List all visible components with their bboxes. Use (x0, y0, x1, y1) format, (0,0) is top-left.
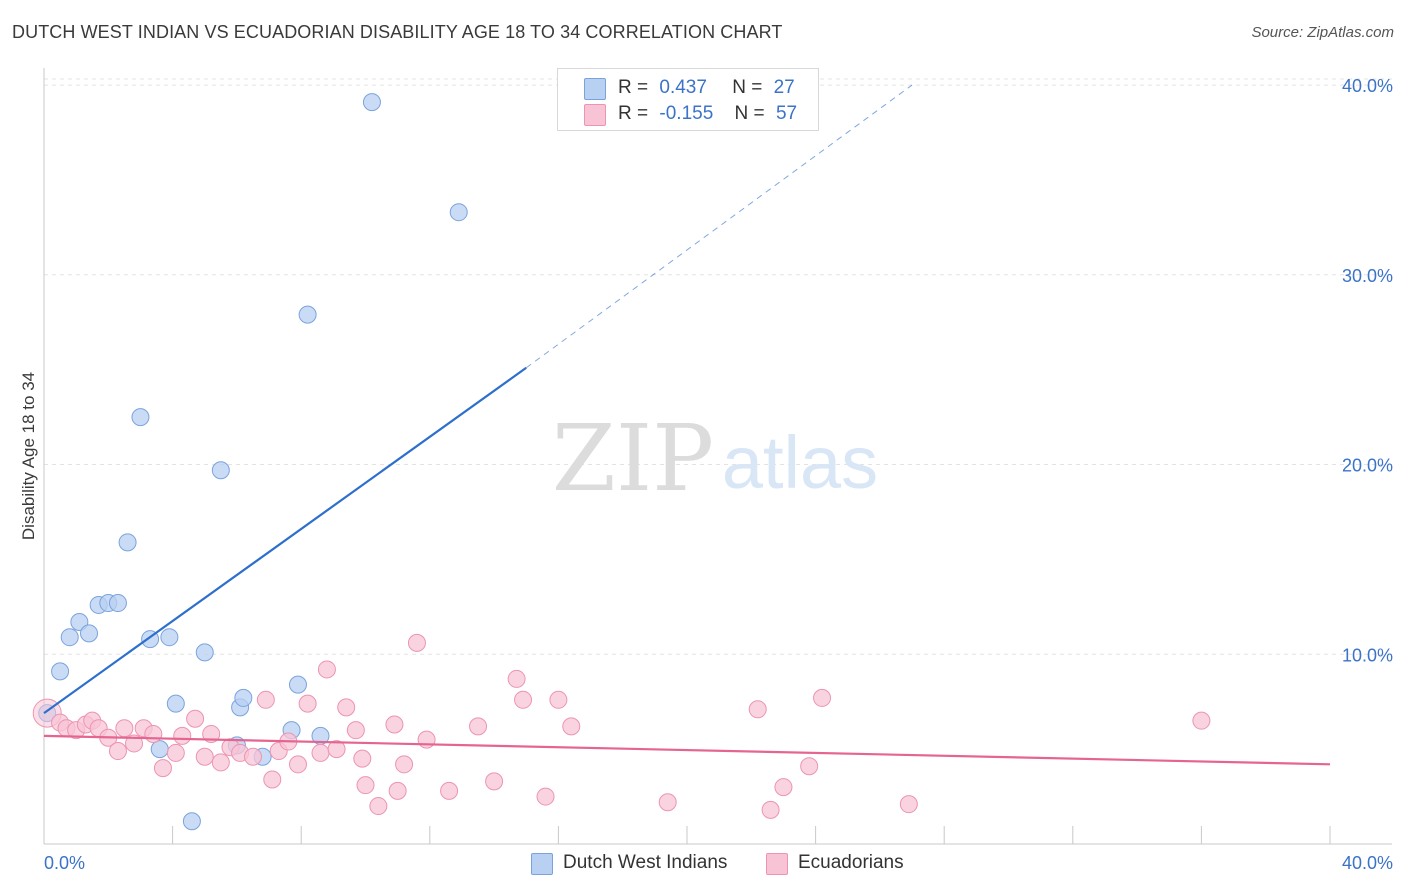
ecuadorian-point (485, 772, 504, 791)
x-tick-label: 0.0% (44, 853, 85, 873)
watermark: ZIP atlas (552, 405, 878, 512)
legend-n-label: N = (732, 77, 763, 98)
dutch-point (131, 408, 150, 427)
ecuadorian-point (417, 730, 436, 749)
ecuadorian-point (346, 721, 365, 740)
ecuadorian-point (800, 757, 819, 776)
ecuadorian-point (337, 698, 356, 717)
ecuadorian-point (388, 781, 407, 800)
dutch-point (118, 533, 137, 552)
ecuadorian-point (549, 690, 568, 709)
chart-title: DUTCH WEST INDIAN VS ECUADORIAN DISABILI… (12, 22, 783, 42)
ecuadorian-point (440, 781, 459, 800)
dutch-point (288, 675, 307, 694)
legend-swatch-pink (584, 104, 606, 126)
ecuadorian-point (115, 719, 134, 738)
y-tick-label: 10.0% (1342, 645, 1393, 665)
ecuadorian-point (327, 740, 346, 759)
ecuadorian-trend-line (43, 734, 1331, 766)
ecuadorian-point (263, 770, 282, 789)
ecuadorian-point (125, 734, 144, 753)
x-tick-label: 40.0% (1342, 853, 1393, 873)
ecuadorian-point (385, 715, 404, 734)
dutch-point (449, 203, 468, 222)
ecuadorian-point (288, 755, 307, 774)
ecuadorian-point (195, 747, 214, 766)
watermark-atlas: atlas (722, 421, 878, 504)
ecuadorian-point (153, 759, 172, 778)
dutch-point (234, 688, 253, 707)
legend-n-value-ecuadorian: 57 (775, 103, 798, 124)
legend-r-label: R = (618, 77, 649, 98)
ecuadorian-point (186, 709, 205, 728)
ecuadorian-point (356, 776, 375, 795)
ecuadorian-point (536, 787, 555, 806)
ecuadorian-point (256, 690, 275, 709)
trend-lines (43, 84, 1331, 766)
dutch-point (150, 740, 169, 759)
ecuadorian-point (395, 755, 414, 774)
legend-swatch-blue (584, 78, 606, 100)
series-legend-label: Dutch West Indians (563, 852, 728, 873)
series-swatch-pink (766, 853, 788, 875)
ecuadorian-point (311, 743, 330, 762)
ecuadorian-point (173, 726, 192, 745)
dutch-point (108, 594, 127, 613)
legend-r-label: R = (618, 103, 649, 124)
ecuadorian-point (353, 749, 372, 768)
ecuadorian-point (166, 743, 185, 762)
ecuadorian-point (774, 778, 793, 797)
axes (43, 68, 1392, 845)
ecuadorian-point (243, 747, 262, 766)
dutch-point (60, 628, 79, 647)
dutch-point (160, 628, 179, 647)
dutch-trend-extension (525, 84, 913, 369)
series-legend-label: Ecuadorians (798, 852, 904, 873)
dutch-point (80, 624, 99, 643)
dutch-point (182, 812, 201, 831)
ecuadorian-point (202, 724, 221, 743)
ecuadorian-point (108, 742, 127, 761)
ecuadorian-point (507, 669, 526, 688)
legend-r-value-dutch: 0.437 (659, 77, 707, 98)
y-tick-label: 20.0% (1342, 456, 1393, 476)
ecuadorian-point (211, 753, 230, 772)
ecuadorian-point (562, 717, 581, 736)
ecuadorian-point (658, 793, 677, 812)
ecuadorian-point (317, 660, 336, 679)
legend-r-value-ecuadorian: -0.155 (659, 103, 714, 124)
ecuadorian-point (899, 795, 918, 814)
dutch-point (211, 461, 230, 480)
dutch-point (51, 662, 70, 681)
ecuadorian-point (813, 688, 832, 707)
legend-n-value-dutch: 27 (773, 77, 795, 98)
ecuadorian-point (748, 700, 767, 719)
ecuadorian-point (369, 797, 388, 816)
ecuadorian-point (761, 800, 780, 819)
ecuadorian-point (407, 633, 426, 652)
y-tick-label: 30.0% (1342, 266, 1393, 286)
watermark-zip: ZIP (552, 405, 714, 512)
ecuadorian-point (1192, 711, 1211, 730)
legend-n-label: N = (734, 103, 765, 124)
correlation-legend: R = 0.437 N = 27 R = -0.155 N = 57 (557, 68, 819, 131)
dutch-point (298, 305, 317, 324)
ecuadorian-point (469, 717, 488, 736)
ecuadorian-point (298, 694, 317, 713)
dutch-point (195, 643, 214, 662)
ecuadorian-point (144, 724, 163, 743)
axis-labels: Disability Age 18 to 34 10.0% 20.0% 30.0% 4… (19, 76, 1393, 873)
series-swatch-blue (531, 853, 553, 875)
dutch-trend-line (43, 366, 527, 714)
ecuadorian-point (514, 690, 533, 709)
y-axis-title: Disability Age 18 to 34 (19, 372, 38, 540)
source-label: Source: ZipAtlas.com (1251, 24, 1394, 41)
dutch-point (362, 93, 381, 112)
y-tick-label: 40.0% (1342, 76, 1393, 96)
dutch-point (166, 694, 185, 713)
